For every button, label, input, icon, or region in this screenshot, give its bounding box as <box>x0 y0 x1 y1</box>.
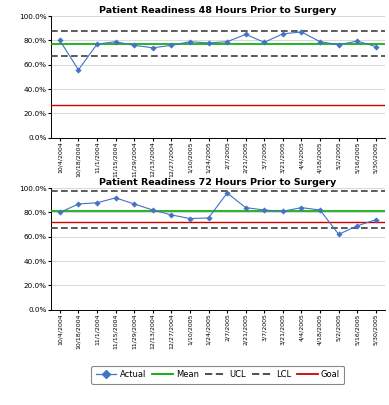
Title: Patient Readiness 48 Hours Prior to Surgery: Patient Readiness 48 Hours Prior to Surg… <box>99 6 336 15</box>
Legend: Actual, Mean, UCL, LCL, Goal: Actual, Mean, UCL, LCL, Goal <box>91 366 344 384</box>
Title: Patient Readiness 72 Hours Prior to Surgery: Patient Readiness 72 Hours Prior to Surg… <box>99 178 336 188</box>
